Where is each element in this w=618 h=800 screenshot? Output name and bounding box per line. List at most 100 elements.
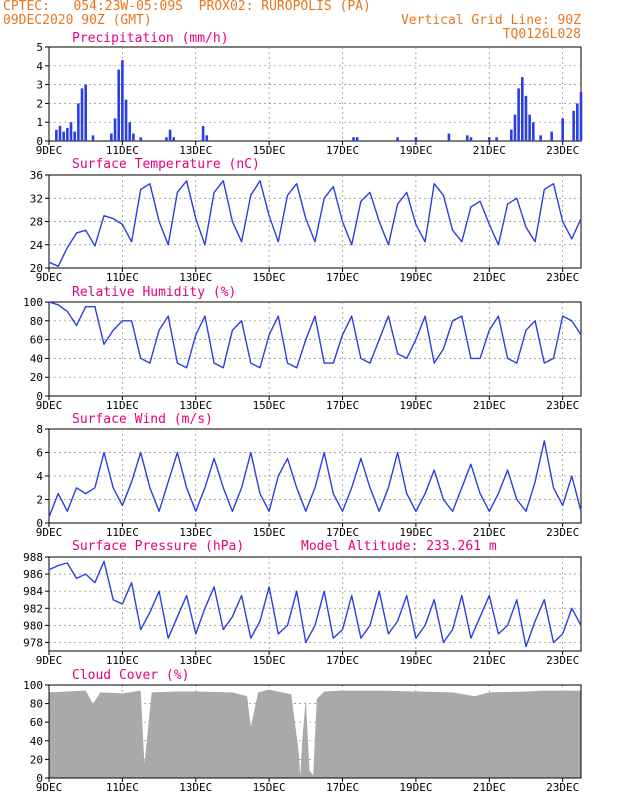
y-tick-label: 24: [30, 239, 44, 252]
x-tick-label: 11DEC: [106, 144, 139, 157]
panel-1: 20 24 28 32 36 9DEC 11DEC 13DEC 15DEC 17DEC 19DEC 2…: [30, 157, 582, 284]
x-tick-label: 13DEC: [179, 654, 212, 667]
y-tick-label: 32: [30, 192, 43, 205]
precip-bar: [117, 69, 121, 141]
y-tick-label: 40: [30, 735, 43, 748]
panel-0: 0 1 2 3 4 5 9DEC 11DEC 13DEC 15DEC 17DEC 19DEC 21DEC…: [36, 31, 583, 157]
header-line1: CPTEC: 054:23W-05:09S PROX02: RUROPOLIS …: [3, 0, 371, 14]
y-tick-label: 36: [30, 169, 43, 182]
x-tick-label: 15DEC: [253, 654, 286, 667]
panel-title: Surface Temperature (nC): [72, 157, 260, 172]
y-tick-label: 100: [23, 296, 43, 309]
panel-title: Surface Wind (m/s): [72, 412, 213, 427]
series-line: [48, 301, 582, 369]
header-date: 09DEC2020 90Z (GMT): [3, 13, 152, 28]
precip-bar: [139, 137, 143, 141]
x-tick-label: 23DEC: [546, 271, 579, 284]
y-tick-label: 80: [30, 315, 43, 328]
x-tick-label: 21DEC: [473, 271, 506, 284]
precip-bar: [561, 118, 564, 141]
x-tick-label: 9DEC: [36, 526, 63, 539]
panel-title: Relative Humidity (%): [72, 285, 236, 300]
x-tick-label: 13DEC: [179, 271, 212, 284]
x-tick-label: 17DEC: [326, 399, 359, 412]
x-tick-label: 9DEC: [36, 144, 63, 157]
precip-bar: [487, 137, 491, 141]
y-tick-label: 100: [23, 679, 43, 692]
y-tick-label: 0: [36, 135, 43, 148]
precip-bar: [352, 137, 355, 141]
panel-title: Cloud Cover (%): [72, 668, 189, 683]
x-tick-label: 9DEC: [36, 271, 63, 284]
precip-bar: [414, 137, 418, 141]
y-tick-label: 80: [30, 698, 43, 711]
precip-bar: [91, 135, 95, 141]
panel-2: 0 20 40 60 80 100 9DEC 11DEC 13DEC 15DEC 17DEC 19DE…: [23, 285, 582, 412]
panel-frame: [48, 301, 582, 397]
precip-bar: [124, 99, 128, 141]
x-tick-label: 15DEC: [253, 526, 286, 539]
y-tick-label: 980: [23, 619, 43, 632]
x-tick-label: 15DEC: [253, 144, 286, 157]
y-tick-label: 988: [23, 551, 43, 564]
precip-bar: [62, 131, 65, 141]
precip-bar: [69, 122, 73, 141]
x-tick-label: 21DEC: [473, 399, 506, 412]
y-tick-label: 986: [23, 568, 43, 581]
precip-bar: [550, 131, 553, 141]
x-tick-label: 23DEC: [546, 144, 579, 157]
y-tick-label: 6: [36, 447, 43, 460]
y-tick-label: 28: [30, 216, 43, 229]
x-tick-label: 21DEC: [473, 144, 506, 157]
y-tick-label: 2: [36, 97, 43, 110]
x-tick-label: 17DEC: [326, 781, 359, 794]
x-tick-label: 9DEC: [36, 781, 63, 794]
panel-4: 978 980 982 984 986 988 9DEC 11DEC 13DEC 15DEC 17D…: [23, 539, 582, 667]
x-tick-label: 23DEC: [546, 526, 579, 539]
x-tick-label: 19DEC: [399, 144, 432, 157]
precip-bar: [396, 137, 399, 141]
x-tick-label: 21DEC: [473, 781, 506, 794]
precip-bar: [465, 135, 469, 141]
precip-bar: [77, 103, 80, 141]
precip-bar: [80, 88, 84, 141]
y-tick-label: 20: [30, 371, 43, 384]
x-tick-label: 17DEC: [326, 144, 359, 157]
x-tick-label: 9DEC: [36, 399, 63, 412]
x-tick-label: 13DEC: [179, 781, 212, 794]
series-line: [48, 440, 582, 518]
x-tick-label: 15DEC: [253, 271, 286, 284]
x-tick-label: 13DEC: [179, 399, 212, 412]
precip-bar: [201, 125, 205, 141]
precip-bar: [113, 118, 117, 141]
x-tick-label: 19DEC: [399, 654, 432, 667]
y-tick-label: 984: [23, 585, 43, 598]
y-tick-label: 978: [23, 636, 43, 649]
y-tick-label: 4: [36, 60, 43, 73]
x-tick-label: 15DEC: [253, 399, 286, 412]
header-model-id: TQ0126L028: [502, 27, 581, 42]
precip-bar: [576, 103, 579, 141]
precip-bar: [495, 137, 498, 141]
y-tick-label: 20: [30, 262, 43, 275]
precip-bar: [132, 133, 135, 141]
precip-bar: [513, 114, 517, 141]
x-tick-label: 17DEC: [326, 526, 359, 539]
precip-bar: [110, 133, 113, 141]
y-tick-label: 3: [36, 79, 43, 92]
precip-bar: [524, 95, 528, 141]
y-tick-label: 0: [36, 517, 43, 530]
y-tick-label: 4: [36, 470, 43, 483]
x-tick-label: 23DEC: [546, 654, 579, 667]
precip-bar: [579, 92, 583, 141]
precip-bar: [55, 129, 58, 141]
precip-bar: [532, 122, 535, 141]
y-tick-label: 60: [30, 716, 43, 729]
panel-5: 0 20 40 60 80 100 9DEC 11DEC 13DEC 15DEC 17DEC 19DE…: [23, 668, 582, 794]
precip-bar: [205, 135, 209, 141]
precip-bar: [469, 137, 473, 141]
precip-bar: [528, 114, 531, 141]
precip-bar: [128, 122, 132, 141]
y-tick-label: 0: [36, 390, 43, 403]
